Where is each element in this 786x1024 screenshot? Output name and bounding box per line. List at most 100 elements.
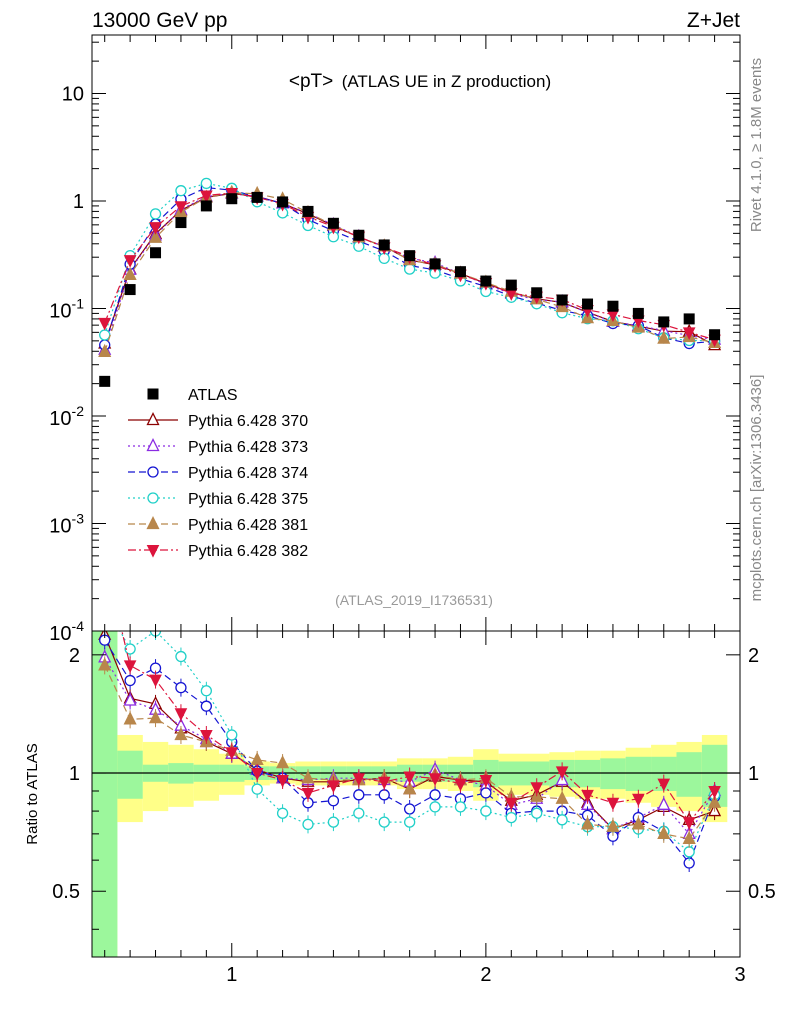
main-y-tick-label: 10-4 [49,618,84,645]
ratio-point-p374 [124,674,136,687]
main-plot-area [98,177,722,387]
ratio-point-p382 [428,773,442,786]
main-point-p381 [123,266,137,281]
data-point [632,307,644,319]
header-left-label: 13000 GeV pp [92,9,227,32]
main-point-p381 [98,343,112,358]
main-point-p382 [149,222,162,235]
data-point [531,287,543,299]
main-y-tick-label: 10-2 [49,403,84,430]
main-y-tick-label: 10-3 [49,510,84,537]
ratio-point-p382 [682,817,696,830]
ratio-point-p375 [429,801,441,813]
data-point [556,294,568,306]
main-axes: 10 1 10-1 10-2 10-3 10-4 [49,35,741,645]
legend-label-p374: Pythia 6.428 374 [188,465,308,482]
ratio-point-p375 [480,805,492,817]
ratio-point-p381 [657,825,671,840]
legend-marker-p374 [147,466,159,478]
data-point [353,229,365,241]
legend-label-p375: Pythia 6.428 375 [188,491,308,508]
x-tick-label: 3 [734,964,745,986]
data-point [429,258,441,270]
ratio-point-p382 [454,778,467,792]
data-point [99,375,111,387]
main-point-p382 [98,317,112,331]
header-right-label: Z+Jet [687,9,740,32]
ratio-point-p375 [556,814,568,826]
ratio-point-p382 [581,789,594,803]
ratio-point-p382 [377,776,391,790]
ratio-point-p381 [708,794,722,808]
analysis-id-label: (ATLAS_2019_I1736531) [335,592,493,608]
data-point [607,300,619,312]
ratio-point-p373 [657,796,671,810]
main-point-p375 [149,208,162,220]
ratio-plot-area [92,599,740,957]
main-point-p375 [403,263,416,275]
ratio-y-label: Ratio to ATLAS [24,743,41,844]
ratio-point-p381 [631,816,645,830]
ratio-y-tick-label-right: 1 [748,763,759,785]
main-y-tick-label: 10-1 [49,295,84,322]
main-y-tick-label: 10 [62,83,84,105]
main-point-p375 [99,329,111,341]
ratio-band-inner [92,631,118,957]
ratio-point-p381 [123,711,137,725]
chart-title: <pT> (ATLAS UE in Z production) [289,71,551,92]
ratio-point-p375 [454,801,467,813]
ratio-plot-frame [91,630,741,958]
ratio-point-p375 [378,816,390,828]
ratio-point-p382 [403,771,416,785]
data-point [658,316,670,328]
legend-marker-data [147,388,159,400]
main-point-p381 [657,330,671,344]
ratio-point-p382 [479,774,493,788]
data-point [277,196,289,208]
data-point [683,313,695,325]
ratio-point-p374 [353,789,365,801]
ratio-y-tick-label-right: 0.5 [748,881,776,903]
ratio-point-p382 [657,778,671,792]
main-point-p382 [123,255,137,268]
ratio-point-p381 [276,755,290,769]
ratio-point-p382 [327,780,340,794]
rivet-label: Rivet 4.1.0, ≥ 1.8M events [748,58,765,232]
legend: ATLAS Pythia 6.428 370 Pythia 6.428 373 Pyt… [128,387,308,560]
data-point [454,266,466,278]
ratio-point-p382 [149,674,162,688]
chart-title-main: <pT> [289,71,333,92]
data-point [582,298,594,310]
main-plot-frame [91,34,741,632]
main-point-p381 [148,229,163,243]
legend-label-p381: Pythia 6.428 381 [188,517,308,534]
ratio-point-p381 [403,781,417,795]
ratio-point-p381 [174,727,188,741]
legend-marker-p382 [146,545,160,558]
ratio-point-p382 [632,793,645,807]
ratio-point-p375 [327,816,340,828]
data-point [404,250,416,262]
ratio-point-p381 [148,710,163,724]
legend-marker-p375 [147,492,159,504]
ratio-y-tick-label-left: 0.5 [52,881,80,903]
ratio-point-p382 [301,787,315,801]
legend-marker-p370 [146,412,160,426]
ratio-point-p374 [403,803,416,815]
ratio-point-p375 [100,599,110,609]
data-point [327,217,339,229]
ratio-point-p381 [682,830,696,844]
ratio-y-tick-label-right: 2 [748,645,759,667]
data-point [251,191,263,203]
mcplots-label: mcplots.cern.ch [arXiv:1306.3436] [748,375,765,602]
ratio-axes: 2 2 1 1 0.5 0.5 1 2 3 [52,631,776,986]
data-point [200,200,212,212]
ratio-point-p373 [123,692,137,706]
main-y-tick-label: 1 [73,191,84,213]
ratio-point-p375 [403,816,416,828]
ratio-point-p375 [175,650,187,663]
data-point [378,239,390,251]
data-point [709,329,721,341]
main-point-p375 [175,185,187,197]
